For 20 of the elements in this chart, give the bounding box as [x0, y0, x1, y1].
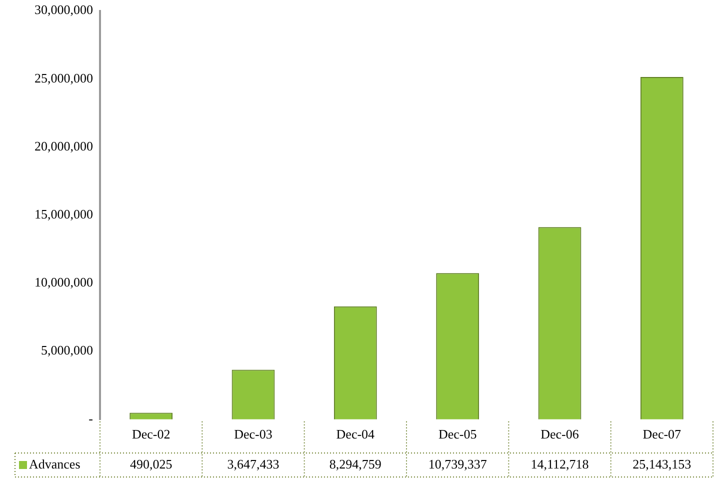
x-tick-label: Dec-02 [132, 426, 170, 442]
x-tick-label: Dec-04 [336, 426, 376, 442]
y-tick-label: 25,000,000 [34, 70, 93, 86]
text: 3,647,433 [227, 456, 280, 472]
y-tick-label: 10,000,000 [34, 274, 93, 290]
text: 25,143,153 [632, 456, 692, 472]
x-tick-label: Dec-06 [540, 426, 580, 442]
y-tick-label: 20,000,000 [34, 138, 93, 154]
text: 490,025 [130, 456, 172, 472]
text: 8,294,759 [329, 456, 382, 472]
y-tick-label: 5,000,000 [41, 342, 93, 358]
x-tick-label: Dec-03 [234, 426, 272, 442]
y-tick-label: - [88, 410, 93, 426]
y-tick-label: 15,000,000 [34, 206, 93, 222]
text: 14,112,718 [530, 456, 589, 472]
x-tick-label: Dec-05 [438, 426, 477, 442]
y-tick-label: 30,000,000 [34, 2, 93, 18]
legend-label: Advances [29, 456, 80, 472]
x-tick-label: Dec-07 [642, 426, 682, 442]
text: 10,739,337 [428, 456, 487, 472]
